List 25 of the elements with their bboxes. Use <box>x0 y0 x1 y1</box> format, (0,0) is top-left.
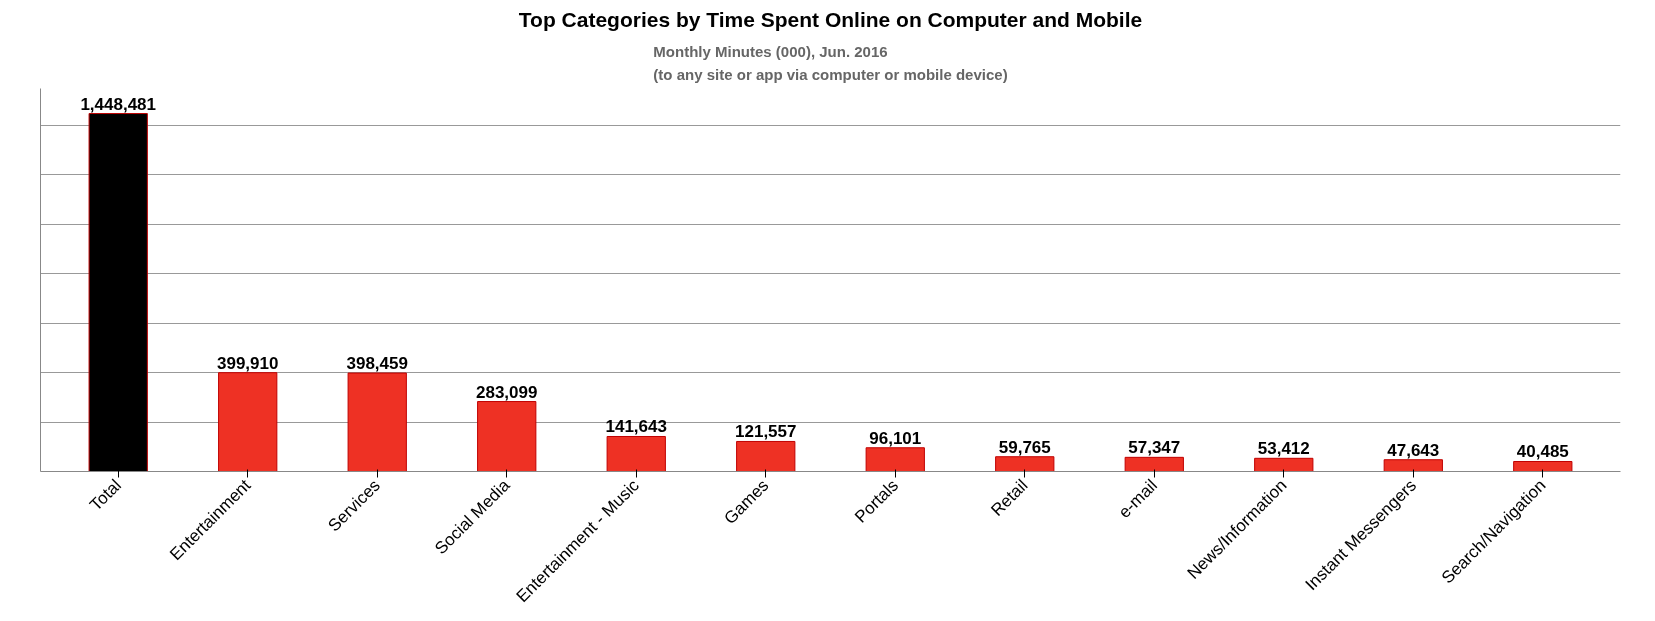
data-label: 141,643 <box>605 417 667 437</box>
data-label: 47,643 <box>1387 440 1440 460</box>
bar <box>865 447 925 472</box>
bar <box>218 372 278 472</box>
chart-subtitle: Monthly Minutes (000), Jun. 2016 (to any site or app via computer or mobile device) <box>653 42 1008 84</box>
bar <box>477 401 537 472</box>
data-label: 96,101 <box>869 428 922 448</box>
data-label: 121,557 <box>735 422 797 442</box>
data-label: 398,459 <box>346 354 408 374</box>
data-label: 40,485 <box>1516 442 1569 462</box>
bar <box>347 372 407 472</box>
bar <box>1254 457 1314 472</box>
bar <box>1513 461 1573 472</box>
data-label: 1,448,481 <box>80 94 157 114</box>
bar <box>1124 456 1184 472</box>
data-label: 59,765 <box>998 437 1051 457</box>
data-label: 283,099 <box>476 382 538 402</box>
bar <box>736 440 796 472</box>
bar <box>995 456 1055 472</box>
chart-title: Top Categories by Time Spent Online on Computer and Mobile <box>518 7 1143 31</box>
data-label: 399,910 <box>216 353 279 373</box>
bar <box>1383 459 1443 472</box>
data-label: 57,347 <box>1128 438 1181 458</box>
bar <box>606 436 666 472</box>
data-label: 53,412 <box>1257 439 1310 459</box>
